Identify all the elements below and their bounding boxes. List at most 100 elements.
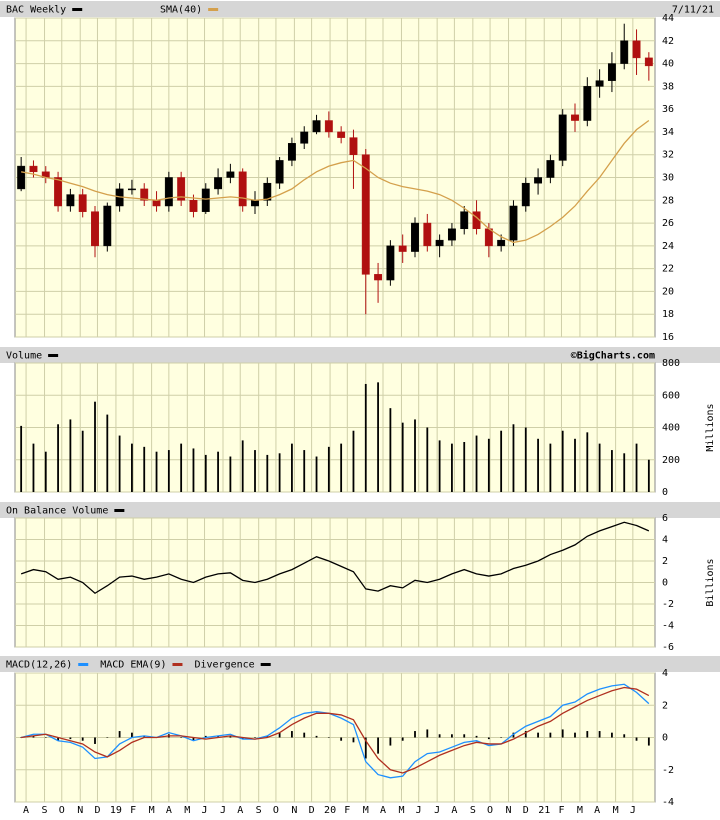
candle-body	[300, 131, 309, 144]
legend-label: SMA(40)	[160, 5, 202, 16]
bar	[44, 737, 47, 738]
x-tick-label: M	[363, 805, 369, 816]
candle-body	[607, 63, 616, 81]
bar	[623, 734, 626, 738]
bar	[57, 737, 59, 741]
legend-swatch	[172, 663, 183, 666]
bar	[254, 737, 256, 738]
y-tick-label: 600	[662, 390, 680, 401]
bar	[278, 732, 281, 738]
y-tick-label: 4	[662, 668, 668, 679]
bar	[574, 438, 576, 492]
bar	[561, 430, 564, 492]
y-tick-label: 44	[662, 13, 674, 24]
y-tick-label: 42	[662, 36, 674, 47]
x-tick-label: J	[434, 805, 440, 816]
candle-body	[164, 177, 173, 207]
bar	[635, 737, 638, 741]
y-tick-label: 36	[662, 104, 674, 115]
legend-label: Divergence	[194, 660, 254, 671]
candle-body	[103, 205, 112, 247]
y-tick-label: -2	[662, 599, 674, 610]
y-tick-label: -4	[662, 621, 674, 632]
candle-body	[140, 188, 149, 201]
bar	[598, 731, 601, 738]
x-tick-label: S	[470, 805, 476, 816]
bar	[192, 448, 195, 492]
candle-body	[17, 165, 26, 190]
legend-label: BAC Weekly	[6, 5, 66, 16]
y-tick-label: 30	[662, 173, 674, 184]
bar	[32, 735, 35, 738]
date-label: 7/11/21	[672, 5, 714, 16]
bar	[414, 419, 416, 492]
bar	[475, 435, 478, 492]
bar	[377, 737, 379, 754]
panel-header	[0, 347, 720, 363]
bar	[20, 737, 23, 738]
bar	[389, 408, 392, 492]
candle-body	[374, 274, 383, 281]
bar	[291, 443, 293, 492]
candle-body	[497, 239, 506, 247]
x-tick-label: A	[23, 805, 29, 816]
bar	[106, 737, 109, 738]
legend-swatch	[72, 8, 83, 11]
x-tick-label: J	[220, 805, 226, 816]
candle-body	[275, 160, 284, 184]
candle-body	[214, 177, 223, 190]
bar	[143, 735, 146, 738]
bar	[192, 737, 195, 741]
y-tick-label: 18	[662, 309, 674, 320]
candle-body	[54, 177, 63, 207]
bar	[131, 732, 133, 738]
x-tick-label: N	[291, 805, 297, 816]
bar	[414, 731, 416, 738]
bar	[229, 735, 232, 738]
legend-swatch	[48, 354, 59, 357]
candle-body	[484, 228, 493, 247]
y-tick-label: 2	[662, 556, 668, 567]
bar	[451, 734, 453, 738]
bar	[57, 424, 59, 492]
candle-body	[546, 160, 555, 178]
bar	[438, 734, 441, 738]
bar	[180, 737, 183, 738]
candle-body	[521, 182, 530, 207]
x-tick-label: 20	[324, 805, 336, 816]
y-tick-label: 32	[662, 150, 674, 161]
x-tick-label: F	[130, 805, 136, 816]
x-tick-label: A	[380, 805, 386, 816]
bar	[327, 446, 330, 492]
x-tick-label: J	[416, 805, 422, 816]
y-tick-label: 2	[662, 700, 668, 711]
x-tick-label: A	[451, 805, 457, 816]
candle-body	[78, 194, 87, 212]
y-tick-label: -2	[662, 765, 674, 776]
bar	[574, 732, 576, 738]
bar	[315, 456, 318, 492]
x-tick-label: O	[487, 805, 493, 816]
bar	[254, 450, 256, 492]
bar	[266, 454, 269, 492]
x-tick-label: M	[149, 805, 155, 816]
bar	[266, 735, 269, 738]
panel-header	[0, 1, 720, 17]
y-tick-label: 22	[662, 264, 674, 275]
bar	[561, 729, 564, 738]
x-tick-label: S	[256, 805, 262, 816]
x-tick-label: M	[398, 805, 404, 816]
bar	[81, 737, 84, 741]
candle-body	[29, 165, 38, 173]
candle-body	[558, 114, 567, 161]
bar	[81, 430, 84, 492]
bar	[364, 737, 367, 759]
candle-body	[534, 177, 543, 184]
bar	[167, 450, 170, 492]
bar	[500, 737, 503, 738]
bar	[463, 442, 466, 492]
x-tick-label: M	[184, 805, 190, 816]
bar	[401, 737, 404, 741]
legend-swatch	[78, 663, 89, 666]
y-tick-label: 200	[662, 455, 680, 466]
